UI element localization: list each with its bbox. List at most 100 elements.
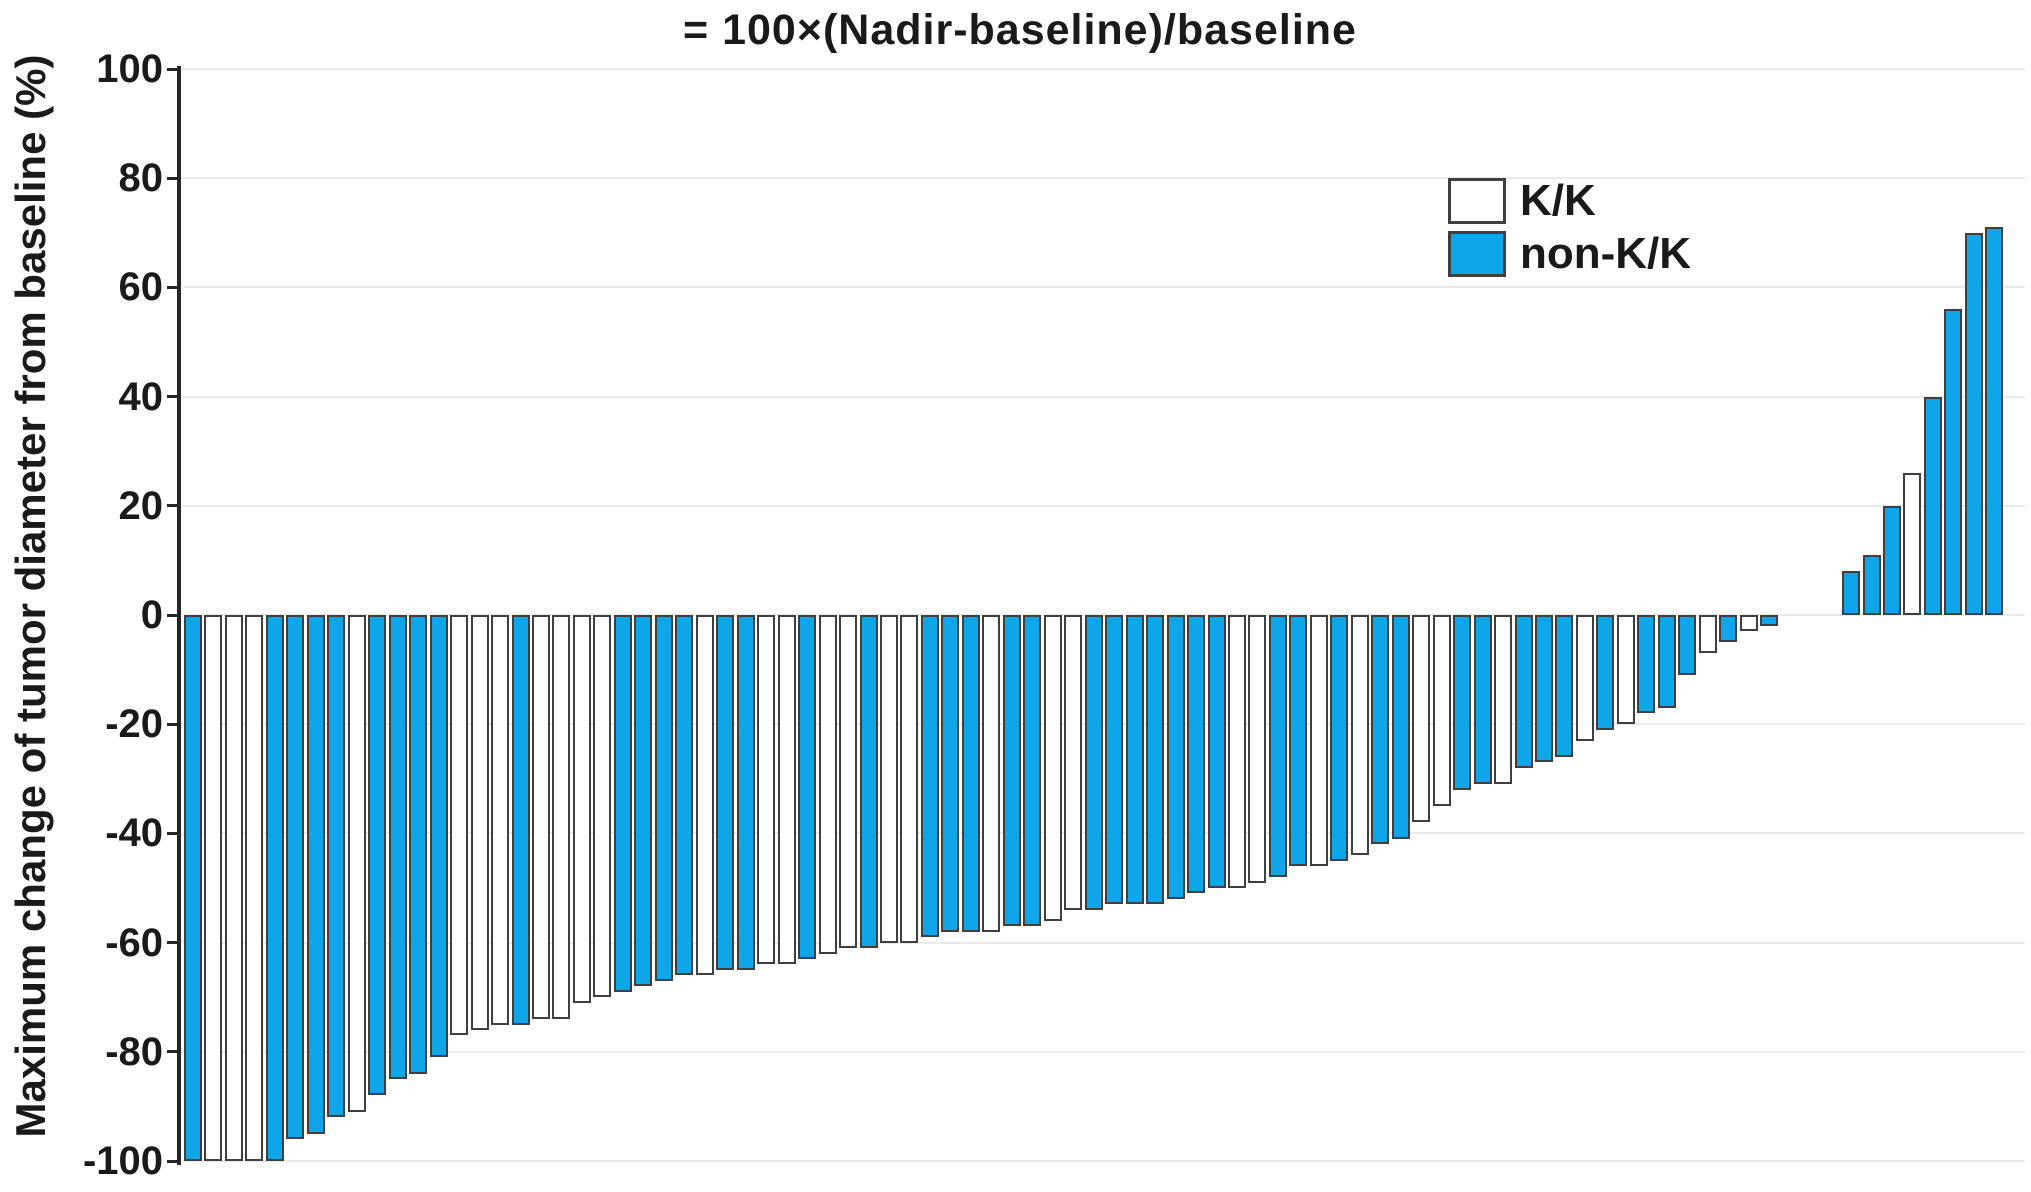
bar: [1412, 615, 1431, 823]
y-axis-tick-label: 100: [96, 47, 163, 91]
bar: [511, 615, 530, 1025]
bar: [1842, 571, 1861, 615]
legend: K/K non-K/K: [1448, 178, 1691, 284]
gridline: [183, 177, 2025, 180]
bar: [470, 615, 489, 1030]
bar: [1002, 615, 1021, 927]
bar: [1944, 309, 1963, 615]
bar: [1473, 615, 1492, 785]
y-axis-tick-label: 80: [118, 156, 164, 201]
bar: [1494, 615, 1513, 785]
bar: [1043, 615, 1062, 921]
bar: [1227, 615, 1246, 888]
gridline: [183, 941, 2025, 944]
bar: [1637, 615, 1656, 714]
bar: [757, 615, 776, 965]
bar: [695, 615, 714, 976]
y-axis-tick: [167, 1159, 181, 1163]
bar: [1616, 615, 1635, 725]
chart-title: = 100×(Nadir-baseline)/baseline: [683, 6, 1357, 54]
y-axis-tick: [167, 67, 181, 71]
gridline: [183, 504, 2025, 507]
bar: [409, 615, 428, 1074]
y-axis-tick-label: -40: [105, 811, 163, 856]
y-axis-tick-label: -100: [82, 1139, 163, 1183]
y-axis-tick-label: 60: [118, 265, 164, 310]
bar: [1657, 615, 1676, 708]
bar: [1207, 615, 1226, 888]
bar: [982, 615, 1001, 932]
legend-swatch: [1448, 231, 1506, 277]
legend-label: K/K: [1520, 176, 1596, 225]
bar: [1883, 505, 1901, 615]
bar: [1964, 232, 1983, 615]
y-axis-tick: [167, 722, 181, 726]
bar: [204, 615, 223, 1161]
bar: [1432, 615, 1451, 807]
bar: [1350, 615, 1369, 856]
bar: [777, 615, 796, 965]
bar: [450, 615, 469, 1036]
legend-item: K/K: [1448, 178, 1691, 224]
y-axis-tick-label: 0: [140, 593, 163, 637]
bar: [1187, 615, 1206, 894]
bar: [1535, 615, 1554, 763]
bar: [1309, 615, 1328, 867]
bar: [552, 615, 571, 1020]
bar: [1985, 227, 2004, 615]
bar: [306, 615, 325, 1134]
bar: [1166, 615, 1185, 899]
bar: [265, 615, 284, 1161]
y-axis-tick-label: 20: [118, 483, 164, 528]
bar: [531, 615, 550, 1020]
bar: [1760, 615, 1779, 626]
bar: [1146, 615, 1165, 905]
bar: [798, 615, 817, 959]
bar: [675, 615, 694, 976]
y-axis-tick-label: -20: [105, 702, 163, 747]
bar: [634, 615, 653, 987]
bar: [900, 615, 919, 943]
bar: [572, 615, 591, 1003]
bar: [1575, 615, 1594, 741]
bar: [1268, 615, 1287, 878]
gridline: [183, 1160, 2025, 1162]
y-axis-tick: [167, 613, 181, 617]
gridline: [183, 832, 2025, 835]
bar: [716, 615, 735, 970]
y-axis-tick: [167, 176, 181, 180]
y-axis-tick: [167, 941, 181, 945]
bar: [1064, 615, 1083, 910]
bar: [654, 615, 673, 981]
bar: [1678, 615, 1697, 676]
gridline: [183, 395, 2025, 398]
bar: [961, 615, 980, 932]
bar: [839, 615, 858, 949]
bar: [1555, 615, 1574, 757]
bar: [245, 615, 264, 1161]
bar: [941, 615, 960, 932]
bar: [368, 615, 387, 1096]
y-axis-tick: [167, 504, 181, 508]
bar: [491, 615, 510, 1025]
y-axis-tick-label: -80: [105, 1029, 163, 1074]
bar: [1248, 615, 1267, 883]
bar: [1125, 615, 1144, 905]
bar: [1514, 615, 1533, 768]
bar: [1719, 615, 1738, 643]
bar: [879, 615, 898, 943]
y-axis-tick-label: 40: [118, 374, 164, 419]
y-axis-tick: [167, 831, 181, 835]
bar: [1596, 615, 1615, 730]
bar: [1289, 615, 1308, 867]
bar: [859, 615, 878, 949]
bar: [1084, 615, 1103, 910]
gridline: [183, 723, 2025, 726]
y-axis-tick-label: -60: [105, 920, 163, 965]
bar: [593, 615, 612, 998]
y-axis-tick: [167, 285, 181, 289]
bar: [1903, 473, 1922, 615]
bar: [184, 615, 202, 1161]
legend-item: non-K/K: [1448, 231, 1691, 277]
bar: [1739, 615, 1758, 632]
